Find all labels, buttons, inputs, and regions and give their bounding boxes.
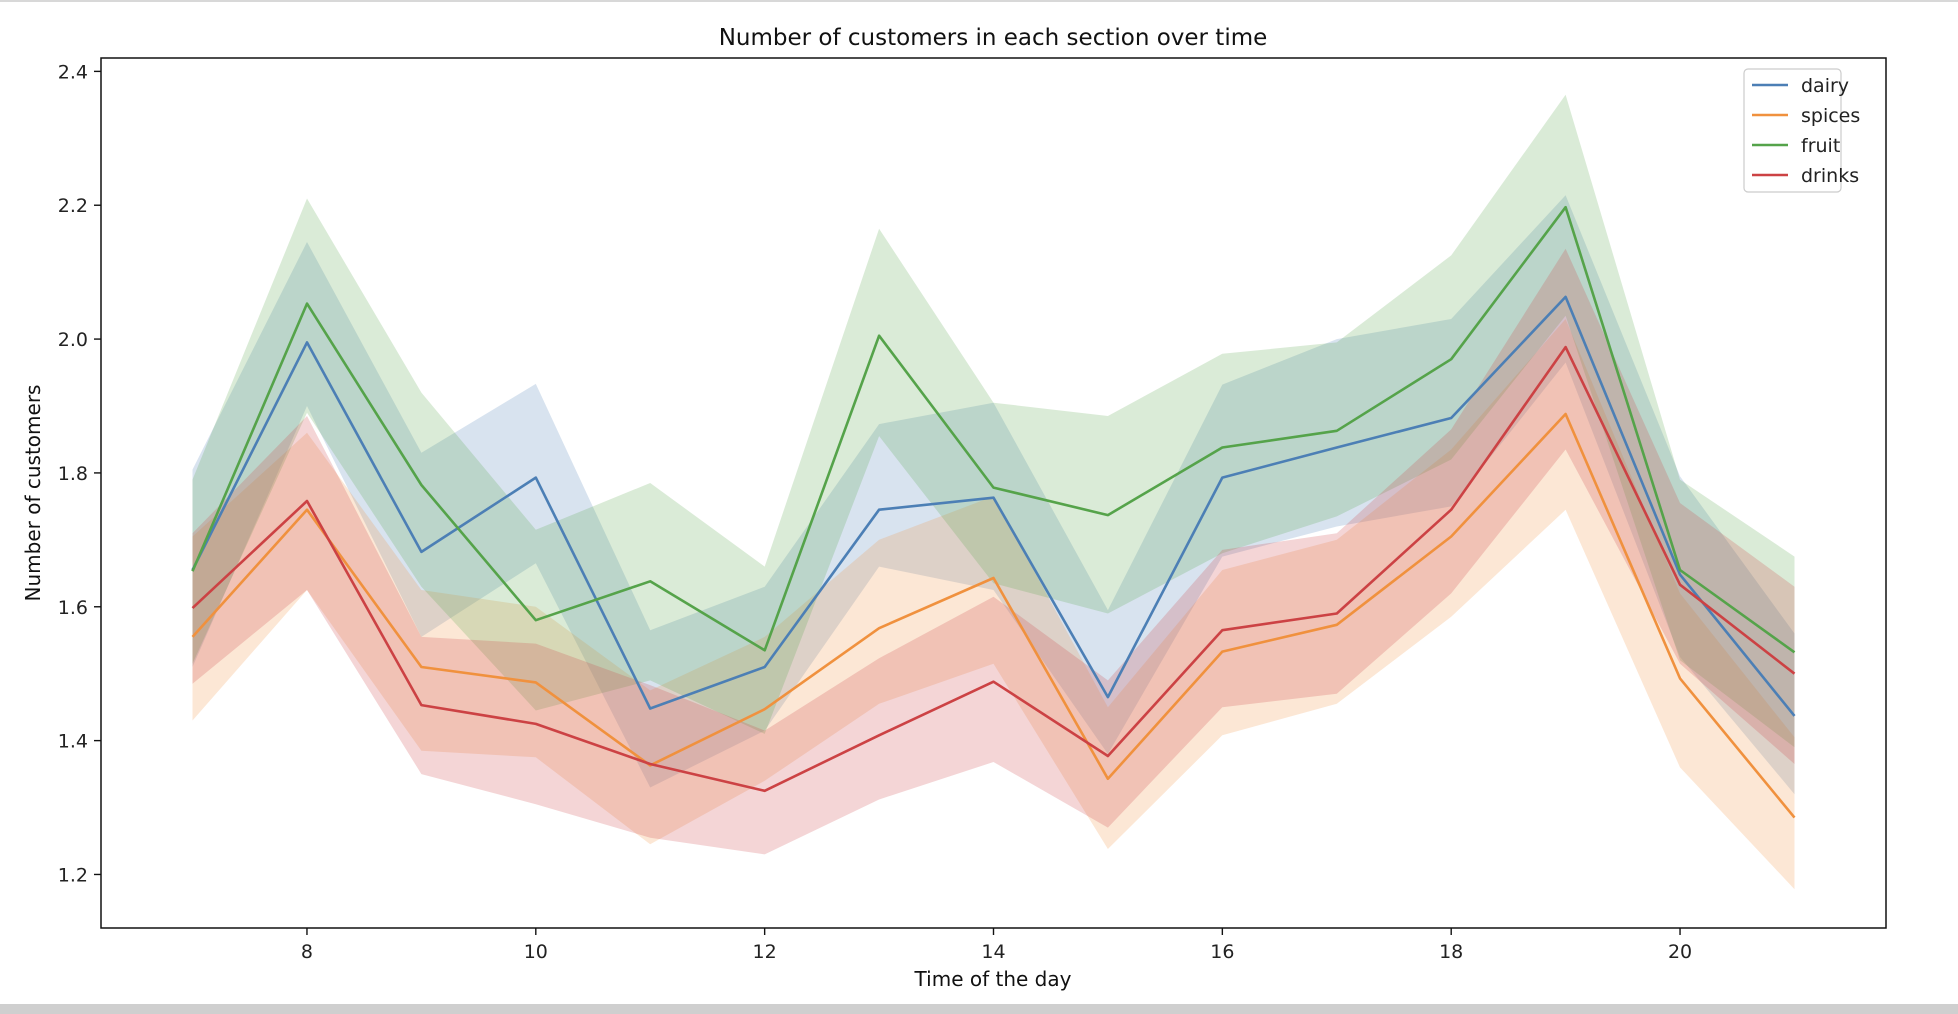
y-tick-label-1.8: 1.8: [58, 463, 88, 485]
y-axis-title: Number of customers: [21, 385, 45, 602]
y-tick-label-1.2: 1.2: [58, 864, 88, 886]
figure-bottom-bar: [0, 1004, 1958, 1014]
x-tick-label-18: 18: [1439, 941, 1463, 963]
legend-label-spices: spices: [1801, 105, 1860, 127]
legend: dairy spices fruit drinks: [1743, 68, 1860, 193]
band-spices: [192, 319, 1795, 890]
x-tick-label-20: 20: [1668, 941, 1692, 963]
legend-box: [1743, 68, 1842, 193]
x-tick-label-10: 10: [524, 941, 548, 963]
x-axis-title: Time of the day: [914, 967, 1072, 991]
band-dairy: [192, 195, 1795, 795]
legend-label-fruit: fruit: [1801, 135, 1840, 157]
line-dairy: [191, 295, 1796, 717]
band-drinks: [192, 248, 1795, 855]
x-tick-label-8: 8: [301, 941, 313, 963]
line-drinks: [191, 345, 1796, 793]
legend-label-drinks: drinks: [1801, 165, 1859, 187]
line-spices: [191, 412, 1796, 819]
x-tick-label-14: 14: [981, 941, 1005, 963]
y-tick-label-1.4: 1.4: [58, 731, 88, 753]
series-lines: [191, 205, 1796, 819]
x-axis-ticks: 8 10 12 14 16 18 20: [301, 928, 1692, 963]
band-fruit: [192, 94, 1795, 748]
x-tick-label-16: 16: [1210, 941, 1234, 963]
line-fruit: [191, 205, 1796, 654]
y-tick-label-2.4: 2.4: [58, 61, 88, 83]
y-tick-label-2.2: 2.2: [58, 195, 88, 217]
figure-top-edge: [0, 0, 1958, 2]
legend-label-dairy: dairy: [1801, 75, 1849, 97]
y-tick-label-1.6: 1.6: [58, 597, 88, 619]
y-tick-label-2.0: 2.0: [58, 329, 88, 351]
confidence-bands: [192, 94, 1795, 890]
x-tick-label-12: 12: [753, 941, 777, 963]
y-axis-ticks: 1.2 1.4 1.6 1.8 2.0 2.2 2.4: [58, 61, 101, 886]
chart-title: Number of customers in each section over…: [719, 25, 1268, 51]
